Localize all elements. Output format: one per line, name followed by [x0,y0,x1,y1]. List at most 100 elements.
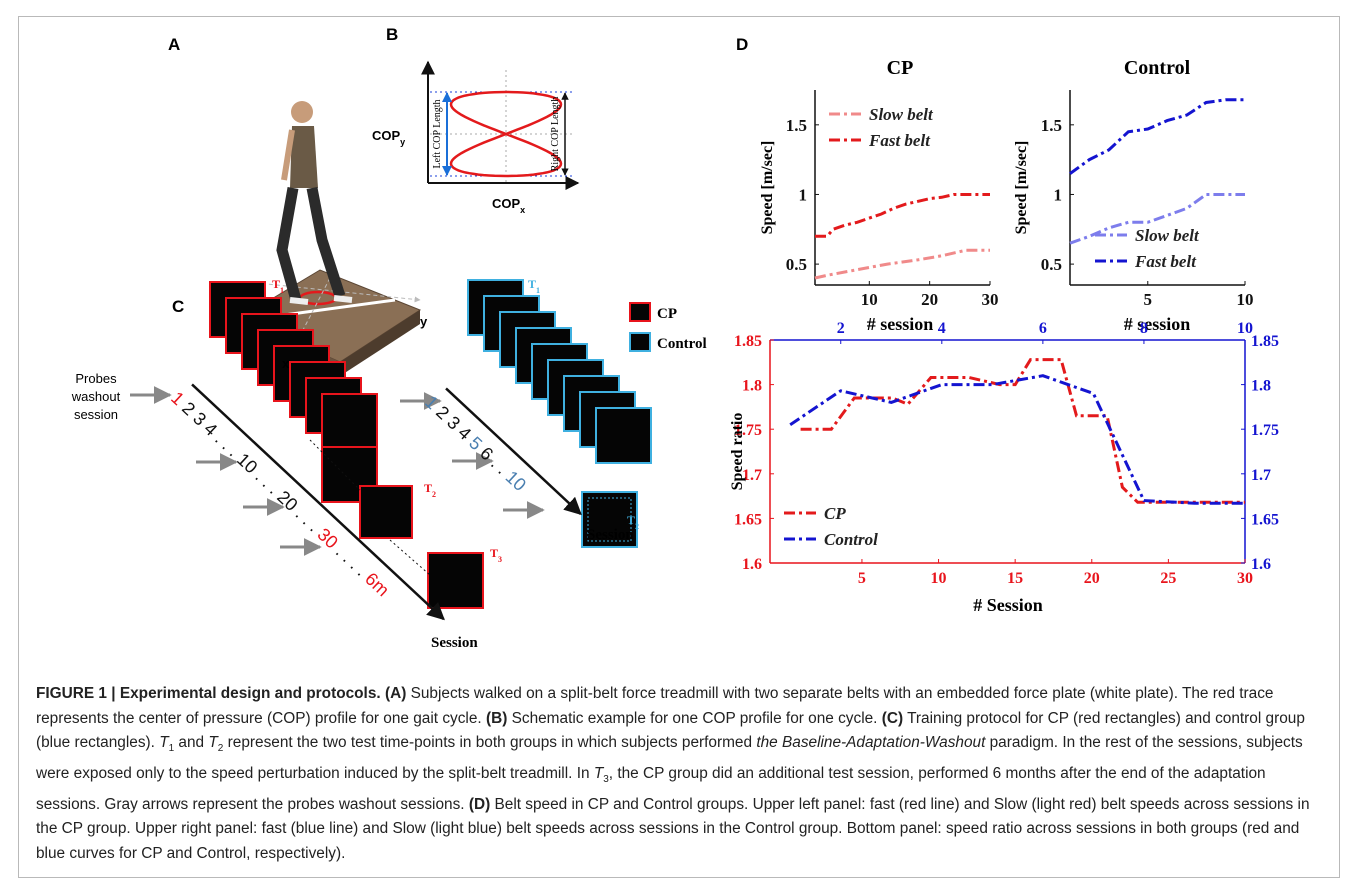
y2-tick-label: 1.75 [1251,422,1279,439]
x-tick-label: 20 [921,290,938,309]
y-tick-label: 1.8 [742,378,762,395]
figure: ABCDxyCOPyCOPxLeft COP LengthRight COP L… [0,0,1358,675]
legend-label: Fast belt [868,131,931,150]
timepoint-label-sub: 2 [432,490,436,499]
x-tick-label: 5 [1144,290,1153,309]
x-axis-label: # Session [973,595,1043,615]
x-tick-label: 10 [931,570,947,587]
session-square [322,394,377,449]
panel-label: C [172,297,184,316]
caption-run: FIGURE 1 | Experimental design and proto… [36,685,385,702]
legend-label: Slow belt [869,105,934,124]
y2-tick-label: 1.85 [1251,333,1279,350]
caption-run: T [208,734,217,751]
x-axis-label: # session [867,314,934,334]
x2-tick-label: 2 [837,320,845,337]
y-tick-label: 0.5 [786,255,807,274]
session-square [596,408,651,463]
legend-label: Control [824,530,878,549]
timepoint-label-sub: 2 [635,522,639,531]
session-square [360,486,412,538]
caption-run: Schematic example for one COP profile fo… [507,710,881,727]
caption-run: (C) [882,710,903,727]
axis-label: Session [587,527,634,543]
timepoint-label-sub: 1 [280,286,284,295]
timepoint-label-sub: 1 [536,286,540,295]
y-tick-label: 1.5 [786,116,807,135]
y2-tick-label: 1.6 [1251,556,1271,573]
x2-tick-label: 4 [938,320,946,337]
y-axis-label: Speed ratio [729,413,746,491]
y-tick-label: 1 [799,185,808,204]
caption-run: (A) [385,685,406,702]
x-tick-label: 5 [858,570,866,587]
session-number: . . . [292,504,324,536]
x-axis-label: # session [1124,314,1191,334]
session-number: 10 [233,449,261,477]
probes-label: session [74,407,118,422]
legend-swatch [630,333,650,351]
timepoint-label-sub: 3 [498,555,502,564]
probes-label: Probes [75,371,117,386]
caption-run: and [174,734,208,751]
y2-tick-label: 1.7 [1251,467,1271,484]
x-tick-label: 30 [982,290,999,309]
chart-title: CP [887,57,914,79]
session-squares [210,280,651,608]
timepoint-label: T2 [424,481,436,499]
x-tick-label: 20 [1084,570,1100,587]
axis-label-sub: y [400,137,405,147]
data-line [801,360,1245,503]
axis-label: COPx [492,196,525,215]
x-tick-label: 25 [1160,570,1176,587]
legend-swatch [630,303,650,321]
panel-label: D [736,35,748,54]
axis-label-sub: x [520,205,525,215]
timepoint-label: T1 [272,277,284,295]
data-line [1070,100,1245,174]
y-axis-label: Speed [m/sec] [1013,141,1030,235]
caption-run: represent the two test time-points in bo… [223,734,756,751]
session-number: 6m [361,569,393,601]
y-tick-label: 0.5 [1041,255,1062,274]
caption-run: T [594,765,603,782]
session-number: . . . [211,429,243,461]
y-tick-label: 1.85 [734,333,762,350]
session-number: . . . [251,466,283,498]
axis-label: y [420,314,428,329]
x-tick-label: 10 [1237,290,1254,309]
session-number: 20 [273,487,301,515]
session-number: 10 [502,467,530,495]
data-line [790,376,1245,504]
caption-run: (B) [486,710,507,727]
chart-title: Control [1124,57,1191,79]
x2-tick-label: 8 [1140,320,1148,337]
timepoint-label: T3 [490,546,502,564]
data-line [815,250,990,278]
page: {"figure": { "panel_a": {"label": "A", "… [0,0,1358,893]
x2-tick-label: 6 [1039,320,1047,337]
axis-label: Session [431,635,478,651]
caption-run: the Baseline-Adaptation-Washout [756,734,985,751]
data-line [815,195,990,237]
legend-label: Fast belt [1134,252,1197,271]
y-tick-label: 1.6 [742,556,762,573]
legend-label: Control [657,336,707,352]
timepoint-label-main: T [528,277,536,291]
timepoint-label-main: T [424,481,432,495]
y2-tick-label: 1.65 [1251,511,1279,528]
caption-run: T [159,734,168,751]
x-tick-label: 10 [861,290,878,309]
legend-label: CP [824,504,846,523]
timeline-dots [390,540,430,575]
legend-label: CP [657,306,677,322]
y-tick-label: 1.65 [734,511,762,528]
y-axis-label: Speed [m/sec] [759,141,776,235]
panel-label: A [168,35,180,54]
y-tick-label: 1 [1054,185,1063,204]
probes-label: washout [71,389,121,404]
caption-run: (D) [469,796,490,813]
axis-label-main: COP [492,196,521,211]
axis-label: COPy [372,128,405,147]
y2-tick-label: 1.8 [1251,378,1271,395]
